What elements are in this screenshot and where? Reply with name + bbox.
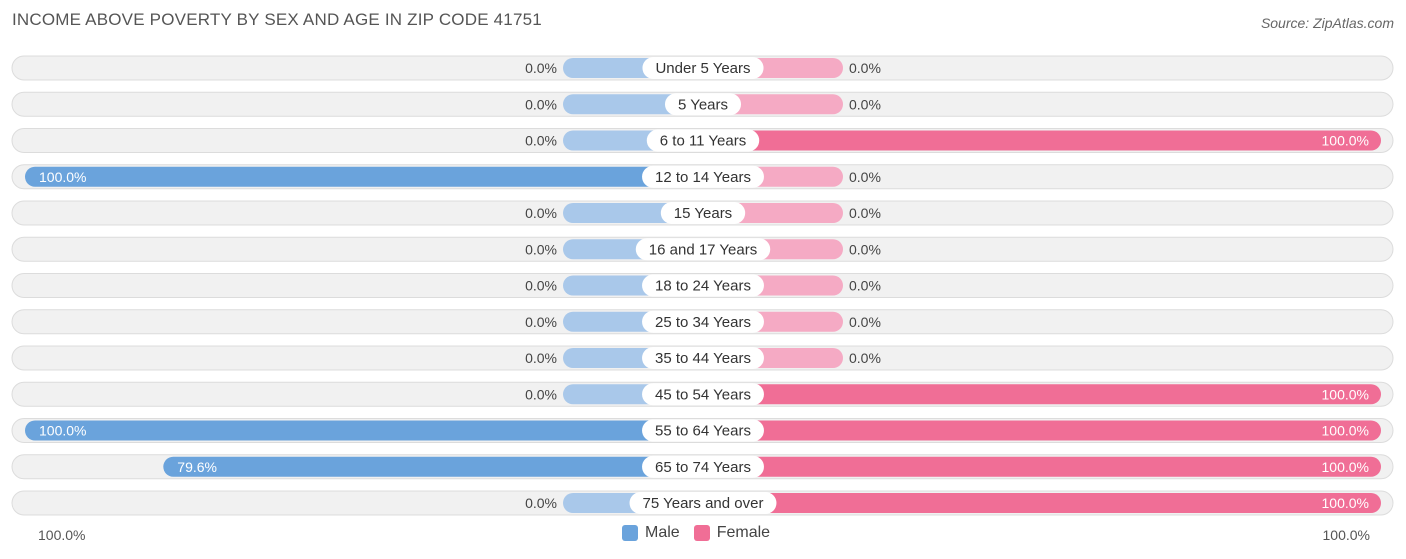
value-label-female: 0.0%	[849, 60, 881, 76]
value-label-female: 100.0%	[1322, 423, 1369, 439]
axis-left-label: 100.0%	[38, 527, 86, 543]
legend: Male Female	[622, 524, 784, 542]
category-label: Under 5 Years	[655, 60, 750, 77]
legend-label-male: Male	[645, 524, 680, 541]
bar-female	[703, 456, 1381, 477]
category-label-bg	[642, 57, 764, 79]
value-label-female: 100.0%	[1322, 386, 1369, 402]
category-label-bg	[642, 455, 764, 478]
category-label: 75 Years and over	[643, 495, 764, 512]
category-label-bg	[642, 347, 764, 369]
value-label-male: 0.0%	[525, 314, 557, 330]
value-label-female: 100.0%	[1322, 133, 1369, 149]
bar-male	[163, 456, 703, 477]
value-label-female: 100.0%	[1322, 459, 1369, 475]
category-label-bg	[642, 383, 764, 406]
bar-male	[25, 166, 703, 187]
category-label-bg	[642, 274, 764, 297]
value-label-male: 0.0%	[525, 60, 557, 76]
category-label: 16 and 17 Years	[649, 241, 757, 258]
bar-chart: Under 5 Years 0.0% 0.0% 5 Years 0.0% 0.0% 6 to…	[11, 55, 1394, 516]
category-label-bg	[664, 93, 742, 116]
value-label-male: 0.0%	[525, 350, 557, 366]
value-label-male: 0.0%	[525, 495, 557, 511]
category-label-bg	[635, 238, 771, 261]
legend-item-male: Male	[622, 524, 680, 542]
value-label-female: 100.0%	[1322, 495, 1369, 511]
value-label-male: 79.6%	[177, 459, 217, 475]
category-label: 55 to 64 Years	[655, 423, 751, 440]
value-label-female: 0.0%	[849, 350, 881, 366]
value-label-female: 0.0%	[849, 241, 881, 257]
bar-female	[703, 384, 1381, 405]
category-label-bg	[660, 202, 746, 224]
category-label: 6 to 11 Years	[660, 133, 746, 150]
value-label-female: 0.0%	[849, 278, 881, 294]
category-label-bg	[642, 165, 764, 188]
bar-male	[25, 420, 703, 441]
category-label: 18 to 24 Years	[655, 278, 751, 295]
category-label-bg	[646, 129, 760, 152]
category-label: 65 to 74 Years	[655, 459, 751, 476]
category-label: 15 Years	[674, 205, 732, 222]
legend-swatch-male	[622, 525, 638, 541]
legend-swatch-female	[693, 525, 710, 541]
legend-label-female: Female	[716, 524, 771, 541]
category-label-bg	[642, 310, 764, 333]
value-label-female: 0.0%	[849, 314, 881, 330]
value-label-female: 0.0%	[849, 96, 881, 112]
category-label: 45 to 54 Years	[655, 386, 751, 403]
category-label: 25 to 34 Years	[655, 314, 751, 331]
value-label-male: 0.0%	[525, 133, 557, 149]
legend-item-female: Female	[693, 524, 771, 542]
value-label-male: 100.0%	[39, 423, 86, 439]
value-label-male: 0.0%	[525, 205, 557, 221]
value-label-male: 0.0%	[525, 278, 557, 294]
value-label-male: 0.0%	[525, 241, 557, 257]
category-label-bg	[642, 419, 764, 442]
bar-female	[703, 130, 1381, 151]
chart-title: INCOME ABOVE POVERTY BY SEX AND AGE IN Z…	[12, 10, 542, 29]
value-label-male: 0.0%	[525, 96, 557, 112]
category-label: 5 Years	[678, 96, 728, 113]
category-label: 35 to 44 Years	[655, 350, 751, 367]
source-label: Source: ZipAtlas.com	[1260, 15, 1394, 31]
value-label-female: 0.0%	[849, 169, 881, 185]
value-label-male: 0.0%	[525, 386, 557, 402]
bar-female	[703, 493, 1381, 513]
category-label-bg	[629, 492, 777, 514]
value-label-female: 0.0%	[849, 205, 881, 221]
value-label-male: 100.0%	[39, 169, 86, 185]
category-label: 12 to 14 Years	[655, 169, 751, 186]
bar-female	[703, 420, 1381, 441]
axis-right-label: 100.0%	[1322, 527, 1370, 543]
